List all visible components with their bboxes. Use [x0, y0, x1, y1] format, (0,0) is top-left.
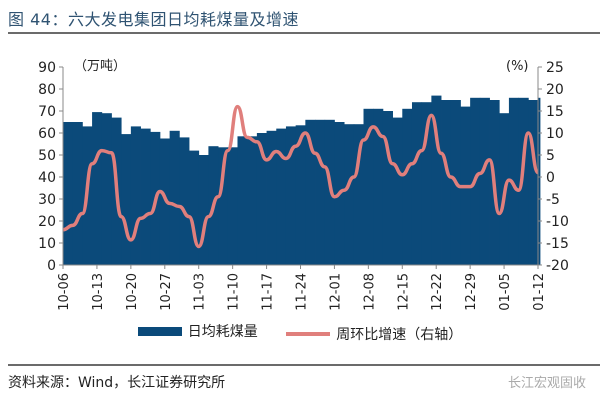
bar [179, 137, 190, 265]
bar [218, 147, 229, 265]
x-tick-label: 11-24 [295, 273, 310, 311]
bar [101, 113, 112, 265]
left-tick-label: 80 [38, 82, 56, 98]
left-tick-label: 20 [38, 214, 56, 230]
bar [538, 97, 541, 265]
chart: 0 10 20 30 40 50 60 70 80 90 -20 -15 -10 -5 0 5 10 15 20 25… [38, 59, 569, 311]
left-axis-unit: （万吨） [74, 59, 126, 74]
bar [528, 100, 539, 265]
source-note: 资料来源：Wind，长江证券研究所 [8, 375, 226, 391]
bar [431, 95, 442, 265]
bar [315, 119, 326, 265]
axes: 0 10 20 30 40 50 60 70 80 90 -20 -15 -10 -5 0 5 10 15 20 25… [38, 60, 569, 311]
watermark: 长江宏观固收 [507, 376, 586, 391]
bar [324, 119, 335, 265]
left-tick-label: 10 [38, 236, 56, 252]
bar [402, 108, 413, 265]
legend-label: 日均耗煤量 [187, 324, 258, 340]
bar [227, 147, 238, 265]
bar [344, 124, 355, 265]
bar [92, 112, 103, 265]
bar [392, 117, 403, 265]
bar [121, 134, 132, 265]
bar [518, 97, 529, 265]
bar [266, 130, 277, 265]
bar [276, 128, 287, 265]
left-tick-label: 40 [38, 170, 56, 186]
legend-swatch-line [286, 331, 331, 336]
bar [198, 155, 209, 265]
bar [508, 97, 520, 265]
right-tick-label: 0 [546, 170, 555, 186]
legend-swatch-bar [137, 326, 182, 336]
left-tick-label: 30 [38, 192, 56, 208]
bar [256, 133, 267, 265]
right-tick-label: 15 [546, 104, 564, 120]
left-tick-label: 60 [38, 126, 56, 142]
legend: 日均耗煤量 周环比增速（右轴） [0, 321, 600, 344]
left-tick-label: 90 [38, 60, 56, 76]
x-tick-label: 10-13 [91, 273, 106, 311]
bar-series [63, 95, 541, 266]
bar [247, 136, 258, 265]
x-tick-label: 10-27 [159, 273, 174, 311]
right-tick-label: -20 [546, 258, 569, 274]
right-tick-label: 10 [546, 126, 564, 142]
right-axis-unit: (%) [506, 59, 529, 74]
right-tick-label: 5 [546, 148, 555, 164]
x-tick-label: 01-05 [498, 273, 513, 311]
right-tick-label: -15 [546, 236, 569, 252]
bar [411, 102, 423, 265]
bar [363, 108, 374, 265]
bar [382, 111, 393, 265]
x-tick-label: 12-08 [362, 273, 377, 311]
x-tick-label: 12-01 [328, 273, 343, 311]
bar [237, 136, 248, 265]
left-tick-label: 0 [47, 258, 56, 274]
x-tick-label: 11-03 [193, 273, 208, 311]
x-tick-label: 11-10 [227, 273, 242, 311]
right-tick-label: 25 [546, 60, 564, 76]
x-tick-label: 11-17 [261, 273, 276, 311]
legend-label: 周环比增速（右轴） [336, 326, 463, 343]
legend-item-line: 周环比增速（右轴） [286, 324, 462, 344]
bar [169, 130, 180, 265]
left-tick-label: 70 [38, 104, 56, 120]
bar [373, 108, 384, 265]
x-tick-label: 10-06 [57, 273, 72, 311]
bar [63, 122, 74, 265]
right-tick-label: -10 [546, 214, 569, 230]
x-tick-label: 10-20 [125, 273, 140, 311]
bar [441, 100, 452, 265]
bottom-divider [8, 364, 600, 366]
right-tick-label: -5 [546, 192, 560, 208]
x-tick-label: 12-22 [430, 273, 445, 311]
x-tick-label: 01-12 [532, 273, 547, 311]
left-tick-label: 50 [38, 148, 56, 164]
bar [72, 122, 83, 265]
bar [189, 150, 200, 265]
title-divider [8, 32, 600, 34]
legend-item-bars: 日均耗煤量 [137, 321, 258, 341]
bar [421, 102, 432, 265]
bar [479, 97, 490, 265]
bar [130, 126, 141, 266]
x-tick-label: 12-15 [396, 273, 411, 311]
x-tick-label: 12-29 [464, 273, 479, 311]
chart-title: 图 44：六大发电集团日均耗煤量及增速 [8, 10, 299, 29]
right-tick-label: 20 [546, 82, 564, 98]
bar [305, 119, 316, 265]
bar [353, 124, 364, 265]
bar [295, 125, 306, 265]
bar [140, 128, 151, 265]
bar [285, 126, 297, 266]
